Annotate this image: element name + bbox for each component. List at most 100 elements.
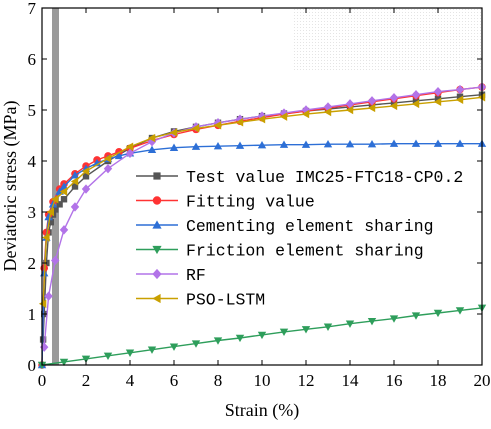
legend-label: Fitting value (186, 193, 315, 212)
data-point (433, 86, 443, 97)
data-point (147, 133, 156, 143)
data-point (257, 331, 267, 340)
series-3 (37, 304, 487, 370)
data-point (235, 114, 245, 124)
legend-swatch-marker (152, 220, 162, 229)
data-point (169, 143, 179, 151)
data-point (103, 352, 113, 361)
data-point (279, 140, 289, 148)
x-tick-label: 0 (38, 371, 47, 390)
data-point (389, 93, 399, 103)
data-point (56, 201, 63, 208)
legend-entry-5: PSO-LSTM (136, 291, 265, 310)
legend-entry-4: RF (136, 266, 206, 285)
data-point (345, 139, 355, 148)
data-point (47, 219, 54, 226)
data-point (70, 171, 80, 179)
legend-label: Test value IMC25-FTC18-CP0.2 (186, 168, 463, 187)
legend: Test value IMC25-FTC18-CP0.2 Fitting valu… (136, 168, 463, 310)
data-point (191, 124, 200, 133)
legend-swatch-marker (152, 293, 161, 304)
y-tick-label: 4 (28, 152, 37, 171)
data-point (411, 90, 421, 100)
y-tick-label: 5 (28, 101, 37, 120)
highlight-band (52, 8, 59, 365)
data-point (235, 334, 245, 343)
plot-texture (292, 8, 482, 70)
data-point (213, 121, 222, 130)
data-point (191, 142, 201, 150)
data-point (59, 358, 69, 367)
data-point (213, 118, 223, 128)
data-point (367, 103, 376, 113)
x-tick-label: 2 (82, 371, 91, 390)
data-point (301, 140, 311, 148)
legend-label: Friction element sharing (186, 242, 424, 261)
data-point (70, 202, 80, 212)
y-axis-label: Deviatoric stress (MPa) (0, 101, 21, 272)
data-point (51, 195, 59, 204)
data-point (81, 355, 91, 364)
data-point (257, 140, 267, 149)
legend-entry-2: Cementing element sharing (136, 217, 434, 236)
data-point (390, 99, 398, 107)
data-point (59, 225, 69, 235)
data-point (434, 95, 442, 102)
data-point (59, 182, 69, 190)
data-point (279, 108, 289, 118)
data-point (411, 139, 421, 147)
data-point (125, 142, 134, 151)
series-5 (38, 93, 486, 308)
data-point (323, 139, 333, 148)
data-point (103, 154, 112, 163)
data-point (455, 95, 464, 104)
data-point (323, 107, 332, 117)
legend-swatch-marker (153, 172, 161, 180)
data-point (81, 167, 90, 176)
data-point (345, 320, 355, 328)
data-point (60, 196, 68, 203)
y-tick-label: 1 (28, 305, 37, 324)
data-point (169, 343, 179, 351)
data-point (301, 109, 310, 119)
data-point (59, 187, 68, 196)
data-point (389, 101, 398, 111)
data-point (455, 139, 465, 147)
data-point (389, 315, 399, 323)
legend-label: Cementing element sharing (186, 217, 434, 236)
y-tick-label: 7 (28, 0, 37, 18)
legend-label: PSO-LSTM (186, 291, 265, 310)
data-point (213, 142, 223, 150)
legend-entry-0: Test value IMC25-FTC18-CP0.2 (136, 168, 463, 187)
data-point (456, 93, 464, 100)
x-tick-label: 10 (254, 371, 271, 390)
x-tick-label: 8 (214, 371, 223, 390)
data-point (411, 312, 421, 320)
x-tick-label: 12 (298, 371, 315, 390)
data-point (44, 212, 53, 221)
data-point (51, 255, 60, 266)
legend-swatch-marker (152, 245, 162, 255)
data-point (52, 206, 59, 213)
x-axis-label: Strain (%) (225, 400, 299, 421)
x-tick-label: 6 (170, 371, 179, 390)
data-point (103, 163, 113, 174)
data-point (367, 139, 377, 148)
y-tick-label: 2 (28, 254, 37, 273)
data-point (433, 97, 442, 107)
legend-entry-1: Fitting value (136, 193, 315, 212)
data-point (345, 105, 354, 115)
legend-swatch-marker (152, 268, 162, 280)
data-point (71, 183, 79, 190)
data-point (147, 136, 157, 147)
data-point (125, 148, 135, 159)
data-point (46, 207, 54, 217)
y-tick-label: 0 (28, 356, 37, 375)
data-point (279, 112, 288, 121)
data-point (125, 349, 135, 357)
data-point (345, 99, 355, 109)
legend-label: RF (186, 266, 206, 285)
